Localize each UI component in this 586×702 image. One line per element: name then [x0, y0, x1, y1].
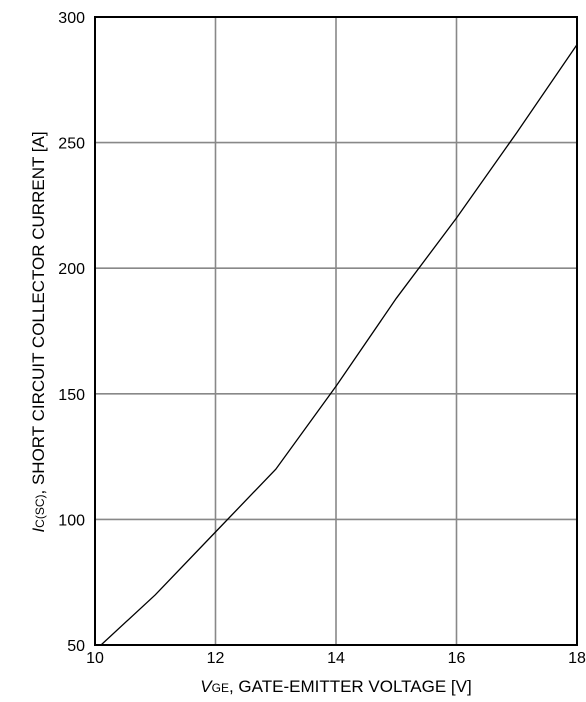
- x-tick-label: 12: [207, 650, 225, 667]
- plot-frame: [94, 16, 578, 646]
- x-axis-label: VGE, GATE-EMITTER VOLTAGE [V]: [200, 677, 471, 696]
- y-tick-label: 150: [58, 387, 85, 404]
- x-tick-labels: 10 12 14 16 18: [86, 650, 586, 667]
- series-line: [100, 44, 578, 646]
- x-tick-label: 16: [448, 650, 466, 667]
- y-axis-label: IC(SC), SHORT CIRCUIT COLLECTOR CURRENT …: [29, 131, 48, 532]
- y-tick-label: 200: [58, 261, 85, 278]
- x-tick-label: 18: [568, 650, 586, 667]
- y-tick-label: 300: [58, 10, 85, 27]
- y-tick-labels: 50 100 150 200 250 300: [58, 10, 85, 655]
- x-tick-label: 10: [86, 650, 104, 667]
- data-points: [101, 45, 577, 646]
- y-tick-label: 100: [58, 512, 85, 529]
- y-tick-label: 50: [67, 638, 85, 655]
- x-tick-label: 14: [327, 650, 345, 667]
- grid: [95, 17, 577, 645]
- y-tick-label: 250: [58, 136, 85, 153]
